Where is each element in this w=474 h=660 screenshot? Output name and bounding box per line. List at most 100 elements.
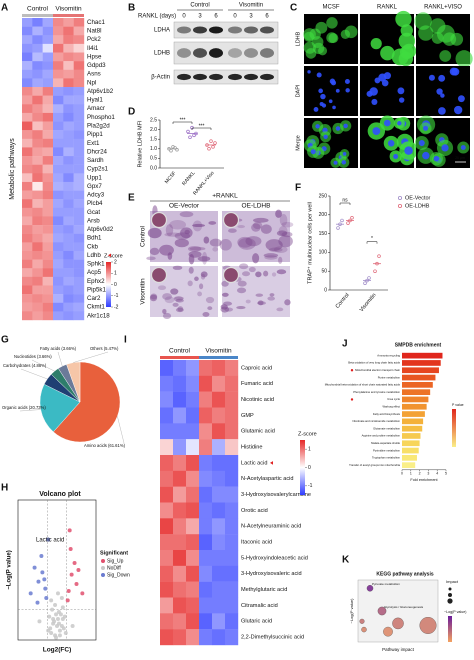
data-point [175,148,179,152]
micrograph [304,66,358,116]
heatmap-cell [160,423,174,440]
heatmap-cell [63,285,74,295]
heatmap-cell [42,130,54,139]
heatmap-cell [225,629,239,646]
heatmap-cell [212,360,226,377]
heatmap-cell [32,69,43,79]
data-point [37,619,42,624]
nucleus [441,144,449,152]
cell-stain [147,227,162,239]
heatmap-cell [173,423,187,440]
y-tick-label: 200 [319,212,328,218]
data-point [377,254,381,258]
cell-stain [188,245,202,252]
cell-stain [439,50,452,62]
heatmap-cell [73,147,85,157]
heatmap-cell [73,190,85,200]
data-point [57,633,62,638]
annotation: Lactic acid [36,538,64,544]
heatmap-cell [53,18,64,27]
color-scale [448,616,452,642]
nucleus [381,79,389,87]
heatmap-cell [73,311,85,321]
heatmap-cell [42,216,54,226]
cell-stain [251,223,261,232]
heatmap-cell [225,455,239,472]
heatmap-cell [225,439,239,456]
cell-stain [203,236,210,244]
heatmap-cell [160,597,174,614]
row-label: Ext1 [87,140,100,147]
data-point [68,547,73,551]
title: KEGG pathway analysis [376,571,433,577]
heatmap-cell [63,18,74,27]
bar-label: Phenylalanine and tyrosine metabolism [353,390,401,394]
heatmap-cell [22,138,33,148]
cell-stain [194,276,199,282]
heatmap-cell [225,375,239,392]
group-label: Visomitin [205,348,232,355]
heatmap-cell [22,121,33,131]
heatmap-cell [42,233,54,243]
heatmap-cell [186,581,200,598]
heatmap-cell [53,130,64,139]
blot-strip [173,41,279,65]
heatmap-cell [173,518,187,535]
bar [402,447,419,454]
x-tick-label: 5 [445,472,447,476]
legend-swatch [101,559,105,563]
heatmap-cell [186,407,200,424]
heatmap-cell [225,407,239,424]
heatmap-cell [63,250,74,260]
heatmap-cell [225,470,239,487]
y-tick-label: 0 [324,287,327,293]
data-point [28,591,33,596]
bar-label: Mitochondrial electron transport chain [355,368,400,372]
marker-star [108,253,111,258]
cell-stain [275,209,282,218]
nucleus [397,87,405,95]
heatmap-cell [32,61,43,70]
heatmap-cell [212,375,226,392]
data-point [169,148,173,153]
cell-stain [418,25,434,41]
heatmap-cell [173,439,187,456]
heatmap-cell [186,534,200,551]
blot-strip [173,69,279,85]
data-point [56,621,61,626]
heatmap-cell [160,502,174,519]
leader-line [117,416,125,444]
x-tick-label: 1 [410,472,412,476]
cell-stain [179,211,194,218]
cell-stain [276,230,288,237]
heatmap-cell [53,268,64,278]
nucleus [335,126,341,131]
heatmap-cell [22,52,33,62]
heatmap-cell [42,294,54,303]
heatmap-cell [225,550,239,567]
heatmap-cell [73,207,85,217]
bubble [392,617,404,630]
heatmap-cell [63,216,74,226]
sig-label: ns [342,197,348,203]
row-label: Amacr [87,105,105,112]
cell-stain [162,308,167,315]
bubble [361,626,367,633]
heatmap-cell [53,138,64,148]
bar-label: Urea cycle [387,397,400,401]
heatmap-cell [212,613,226,630]
heatmap-cell [63,181,74,191]
heatmap-cell [73,173,85,183]
cell-stain [175,298,184,303]
heatmap-cell [160,550,174,567]
well-inset [222,266,240,284]
heatmap-cell [199,502,213,519]
heatmap-cell [173,502,187,519]
bar-label: Arginine and proline metabolism [362,434,401,438]
slice-label: Organic acids (20.73%) [2,405,46,410]
pie-slice [66,361,81,403]
heatmap-cell [212,502,226,519]
marker-star [350,398,354,401]
cell-stain [398,32,416,50]
nucleus [423,125,429,131]
